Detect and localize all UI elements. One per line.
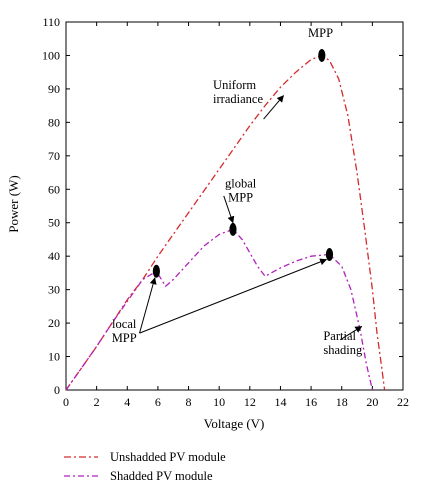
legend: Unshadded PV module Shadded PV module bbox=[64, 450, 226, 483]
x-tick-label: 0 bbox=[63, 395, 69, 409]
x-axis-title: Voltage (V) bbox=[204, 416, 265, 431]
x-tick-label: 2 bbox=[94, 395, 100, 409]
annotation-arrow bbox=[139, 277, 157, 334]
y-tick-label: 50 bbox=[48, 216, 60, 230]
y-axis-title: Power (W) bbox=[6, 175, 21, 232]
mpp-marker bbox=[318, 48, 326, 62]
series-line-unshadded bbox=[65, 54, 386, 391]
x-tick-label: 14 bbox=[274, 395, 286, 409]
annotation-arrow bbox=[339, 326, 363, 341]
plot-area: 0 2 4 6 8 10 12 14 16 18 20 22 0 10 20 30 40 50 60 70 80 90 10… bbox=[42, 15, 409, 409]
series-line-shadded bbox=[65, 228, 374, 391]
legend-label: Shadded PV module bbox=[110, 469, 213, 483]
annotation-local-mpp: local MPP bbox=[112, 317, 137, 345]
annotation-mpp: MPP bbox=[308, 26, 333, 40]
y-tick-label: 80 bbox=[48, 115, 60, 129]
x-tick-label: 6 bbox=[155, 395, 161, 409]
x-tick-label: 20 bbox=[366, 395, 378, 409]
annotation-arrow bbox=[139, 258, 328, 334]
x-tick-label: 16 bbox=[305, 395, 317, 409]
annotation-arrow bbox=[263, 95, 284, 120]
x-tick-label: 22 bbox=[397, 395, 409, 409]
annotation-global-mpp: global MPP bbox=[225, 177, 257, 205]
y-tick-label: 110 bbox=[42, 15, 60, 29]
y-tick-label: 40 bbox=[48, 249, 60, 263]
x-tick-label: 8 bbox=[186, 395, 192, 409]
legend-label: Unshadded PV module bbox=[110, 450, 226, 464]
mpp-marker bbox=[152, 264, 160, 278]
y-tick-label: 20 bbox=[48, 316, 60, 330]
plot-frame bbox=[65, 21, 404, 391]
mpp-marker bbox=[229, 222, 237, 236]
mpp-marker bbox=[325, 248, 334, 262]
y-tick-label: 60 bbox=[48, 182, 60, 196]
x-tick-label: 18 bbox=[336, 395, 348, 409]
y-tick-label: 10 bbox=[48, 350, 60, 364]
y-tick-label: 30 bbox=[48, 283, 60, 297]
x-tick-label: 4 bbox=[124, 395, 130, 409]
x-tick-label: 10 bbox=[213, 395, 225, 409]
y-tick-label: 100 bbox=[42, 48, 60, 62]
annotation-arrow bbox=[223, 195, 235, 224]
annotation-partial-shading: Partial shading bbox=[323, 329, 363, 357]
x-tick-label: 12 bbox=[244, 395, 256, 409]
y-tick-label: 90 bbox=[48, 82, 60, 96]
y-tick-label: 70 bbox=[48, 149, 60, 163]
y-tick-label: 0 bbox=[54, 383, 60, 397]
annotation-uniform-irradiance: Uniform irradiance bbox=[213, 78, 263, 106]
